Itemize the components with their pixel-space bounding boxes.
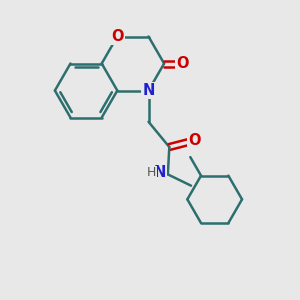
- Text: O: O: [188, 133, 201, 148]
- Text: N: N: [142, 83, 155, 98]
- Text: N: N: [153, 165, 166, 180]
- Text: O: O: [176, 56, 189, 71]
- Text: H: H: [147, 167, 156, 179]
- Text: O: O: [111, 29, 124, 44]
